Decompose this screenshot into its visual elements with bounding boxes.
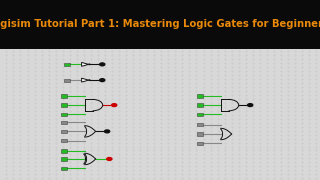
Bar xyxy=(64,63,70,66)
Bar xyxy=(61,166,67,170)
Circle shape xyxy=(89,80,90,81)
Polygon shape xyxy=(82,78,89,82)
Circle shape xyxy=(89,64,90,65)
Circle shape xyxy=(100,79,105,82)
Circle shape xyxy=(112,104,117,107)
Bar xyxy=(61,139,67,142)
Circle shape xyxy=(100,63,105,66)
Bar xyxy=(197,94,203,98)
Bar xyxy=(197,142,203,145)
Bar xyxy=(64,78,70,82)
Bar xyxy=(61,121,67,124)
Bar xyxy=(61,103,67,107)
Bar xyxy=(197,123,203,126)
Bar xyxy=(0,0,320,49)
Bar xyxy=(61,157,67,161)
Circle shape xyxy=(248,104,253,107)
Bar xyxy=(61,113,67,116)
Bar xyxy=(197,103,203,107)
Text: Logisim Tutorial Part 1: Mastering Logic Gates for Beginners!: Logisim Tutorial Part 1: Mastering Logic… xyxy=(0,19,320,29)
Circle shape xyxy=(107,158,112,160)
Bar xyxy=(197,113,203,116)
Bar xyxy=(0,49,320,180)
Bar xyxy=(61,149,67,153)
Bar xyxy=(197,132,203,136)
Polygon shape xyxy=(82,62,89,66)
Circle shape xyxy=(105,130,110,133)
Bar xyxy=(61,94,67,98)
Bar xyxy=(61,130,67,133)
